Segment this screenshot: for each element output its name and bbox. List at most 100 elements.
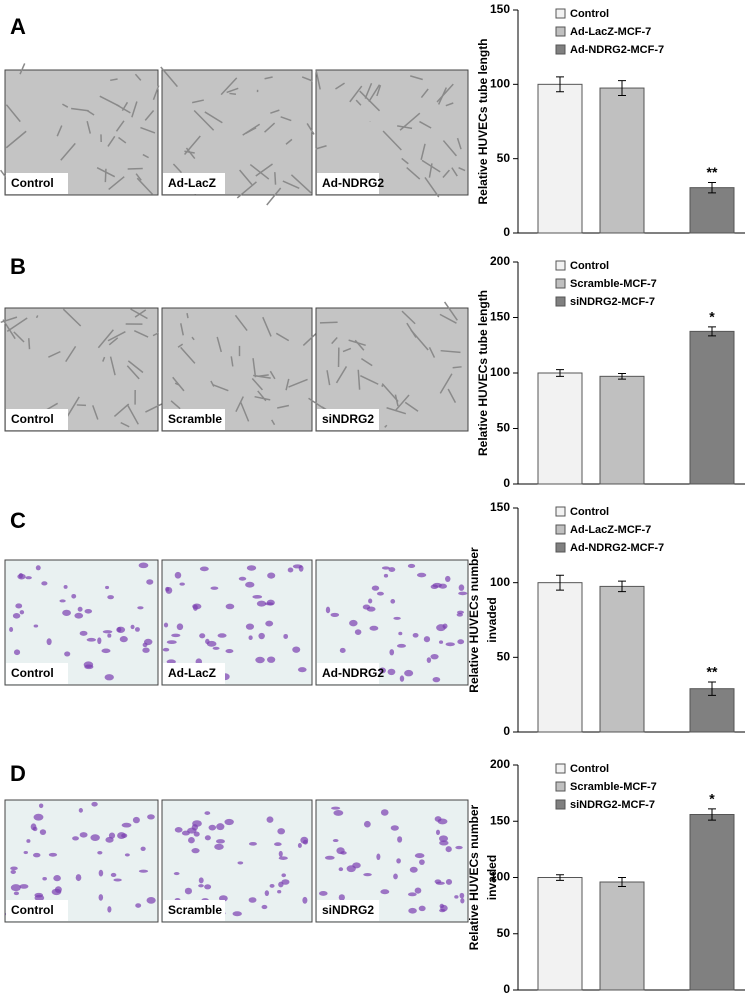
cell: [437, 818, 447, 824]
tube: [128, 168, 143, 169]
legend-swatch: [556, 9, 565, 18]
cell: [277, 828, 285, 834]
cell: [292, 646, 300, 652]
cell: [59, 599, 65, 602]
y-axis-label: Relative HUVECs number: [467, 804, 481, 950]
cell: [279, 851, 283, 857]
y-tick-label: 200: [490, 254, 510, 268]
cell: [14, 649, 20, 655]
cell: [214, 844, 224, 850]
significance: **: [707, 664, 718, 680]
cell: [319, 891, 328, 896]
cell: [226, 604, 235, 610]
cell: [376, 854, 380, 861]
legend-swatch: [556, 525, 565, 534]
image-label: Control: [11, 903, 54, 917]
cell: [427, 657, 431, 663]
cell: [116, 627, 125, 633]
y-tick-label: 0: [503, 982, 510, 996]
legend-label: Ad-NDRG2-MCF-7: [570, 44, 664, 56]
cell: [415, 887, 422, 893]
y-tick-label: 0: [503, 476, 510, 490]
cell: [216, 823, 224, 830]
legend-label: Control: [570, 506, 609, 518]
bar: [538, 878, 582, 991]
legend-swatch: [556, 261, 565, 270]
cell: [239, 577, 246, 581]
cell: [247, 565, 256, 570]
cell: [302, 897, 307, 904]
cell: [326, 607, 330, 614]
cell: [125, 853, 130, 856]
cell: [147, 897, 156, 904]
cell: [363, 873, 371, 876]
cell: [404, 670, 413, 677]
legend-swatch: [556, 800, 565, 809]
cell: [396, 858, 401, 863]
cell: [433, 677, 441, 682]
cell: [419, 906, 426, 912]
tube: [275, 172, 276, 185]
cell: [400, 675, 404, 681]
cell: [283, 634, 288, 639]
cell: [369, 626, 378, 631]
cell: [249, 635, 253, 640]
cell: [14, 891, 19, 895]
cell: [446, 879, 452, 885]
cell: [233, 911, 242, 916]
panel-letter: A: [10, 14, 26, 39]
cell: [34, 814, 44, 821]
cell: [459, 584, 465, 591]
image-label: Control: [11, 176, 54, 190]
image-label: Control: [11, 666, 54, 680]
cell: [389, 649, 394, 655]
image-label: Scramble: [168, 903, 222, 917]
cell: [25, 576, 31, 579]
cell: [34, 893, 43, 898]
cell: [384, 574, 388, 578]
cell: [415, 853, 425, 858]
cell: [204, 811, 210, 815]
cell: [49, 853, 57, 857]
tube: [187, 313, 188, 318]
cell: [139, 562, 149, 568]
cell: [381, 809, 389, 816]
legend-label: siNDRG2-MCF-7: [570, 296, 655, 308]
cell: [446, 846, 452, 852]
cell: [175, 827, 183, 833]
cell: [419, 859, 425, 865]
cell: [97, 851, 102, 854]
cell: [445, 576, 450, 582]
cell: [237, 861, 243, 864]
image-label: Scramble: [168, 412, 222, 426]
cell: [101, 649, 110, 654]
bar: [600, 882, 644, 990]
cell: [117, 832, 126, 839]
y-axis-label: invaded: [485, 597, 499, 642]
cell: [40, 829, 46, 835]
cell: [185, 888, 192, 895]
cell: [265, 890, 269, 896]
cell: [205, 835, 211, 840]
cell: [298, 667, 307, 672]
tube: [105, 169, 106, 182]
cell: [364, 821, 371, 828]
cell: [274, 842, 282, 846]
cell: [391, 825, 399, 830]
legend-label: Ad-LacZ-MCF-7: [570, 524, 651, 536]
cell: [36, 565, 41, 570]
image-label: siNDRG2: [322, 412, 374, 426]
panel-letter: B: [10, 254, 26, 279]
cell: [443, 623, 448, 628]
cell: [200, 567, 209, 572]
cell: [270, 884, 275, 888]
y-tick-label: 0: [503, 225, 510, 239]
cell: [135, 627, 140, 632]
cell: [105, 674, 114, 680]
cell: [146, 579, 153, 585]
cell: [424, 636, 430, 642]
cell: [167, 640, 177, 644]
cell: [107, 906, 111, 912]
y-tick-label: 100: [490, 575, 510, 589]
